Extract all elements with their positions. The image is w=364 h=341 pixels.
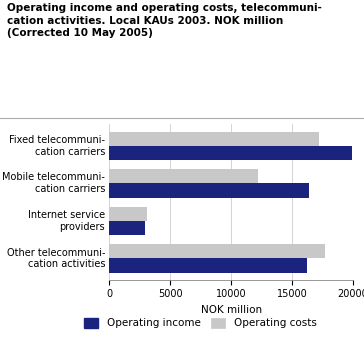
X-axis label: NOK million: NOK million <box>201 305 262 315</box>
Legend: Operating income, Operating costs: Operating income, Operating costs <box>79 313 321 332</box>
Bar <box>109 132 319 146</box>
Bar <box>109 169 258 183</box>
Bar <box>109 183 309 197</box>
Bar <box>109 221 145 235</box>
Bar <box>109 258 307 272</box>
Bar <box>109 207 147 221</box>
Text: Operating income and operating costs, telecommuni-
cation activities. Local KAUs: Operating income and operating costs, te… <box>7 3 322 38</box>
Bar <box>109 146 352 160</box>
Bar <box>109 244 325 258</box>
